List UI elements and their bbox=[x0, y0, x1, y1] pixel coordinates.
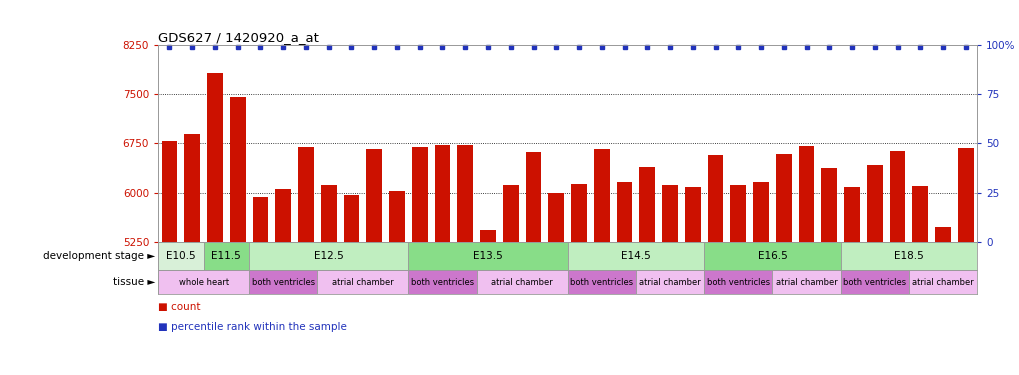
Bar bbox=[204, 242, 249, 270]
Bar bbox=[703, 242, 840, 270]
Bar bbox=[502, 185, 519, 242]
Bar bbox=[684, 187, 700, 242]
Bar bbox=[457, 146, 473, 242]
Bar bbox=[366, 149, 382, 242]
Text: both ventricles: both ventricles bbox=[411, 278, 474, 286]
Bar bbox=[908, 270, 976, 294]
Bar bbox=[635, 270, 703, 294]
Bar bbox=[844, 187, 859, 242]
Text: both ventricles: both ventricles bbox=[843, 278, 906, 286]
Text: atrial chamber: atrial chamber bbox=[331, 278, 393, 286]
Text: atrial chamber: atrial chamber bbox=[774, 278, 837, 286]
Bar bbox=[207, 73, 223, 242]
Bar bbox=[253, 196, 268, 242]
Bar bbox=[548, 194, 564, 242]
Bar bbox=[476, 270, 567, 294]
Bar bbox=[840, 242, 976, 270]
Bar bbox=[571, 184, 586, 242]
Bar bbox=[771, 270, 840, 294]
Text: both ventricles: both ventricles bbox=[570, 278, 633, 286]
Bar bbox=[525, 152, 541, 242]
Bar bbox=[934, 227, 950, 242]
Bar bbox=[615, 182, 632, 242]
Bar bbox=[317, 270, 408, 294]
Bar bbox=[412, 147, 427, 242]
Bar bbox=[639, 167, 654, 242]
Text: development stage ►: development stage ► bbox=[43, 251, 155, 261]
Bar bbox=[840, 270, 908, 294]
Bar bbox=[661, 185, 678, 242]
Text: E13.5: E13.5 bbox=[473, 251, 502, 261]
Bar bbox=[408, 270, 476, 294]
Text: atrial chamber: atrial chamber bbox=[911, 278, 973, 286]
Bar bbox=[161, 141, 177, 242]
Bar bbox=[388, 191, 405, 242]
Bar bbox=[567, 242, 703, 270]
Bar bbox=[703, 270, 771, 294]
Bar bbox=[889, 151, 905, 242]
Text: tissue ►: tissue ► bbox=[112, 277, 155, 287]
Bar bbox=[957, 148, 973, 242]
Bar bbox=[229, 97, 246, 242]
Bar bbox=[158, 270, 249, 294]
Text: atrial chamber: atrial chamber bbox=[491, 278, 552, 286]
Bar bbox=[752, 182, 768, 242]
Bar bbox=[567, 270, 635, 294]
Bar bbox=[158, 242, 204, 270]
Bar bbox=[249, 270, 317, 294]
Bar bbox=[408, 242, 567, 270]
Text: both ventricles: both ventricles bbox=[252, 278, 315, 286]
Bar bbox=[820, 168, 837, 242]
Text: E12.5: E12.5 bbox=[314, 251, 343, 261]
Text: GDS627 / 1420920_a_at: GDS627 / 1420920_a_at bbox=[158, 31, 319, 44]
Text: ■ count: ■ count bbox=[158, 302, 201, 312]
Bar bbox=[320, 185, 336, 242]
Text: atrial chamber: atrial chamber bbox=[639, 278, 700, 286]
Bar bbox=[343, 195, 359, 242]
Bar bbox=[298, 147, 314, 242]
Bar bbox=[480, 230, 495, 242]
Text: E14.5: E14.5 bbox=[621, 251, 650, 261]
Text: E10.5: E10.5 bbox=[166, 251, 196, 261]
Bar bbox=[866, 165, 881, 242]
Bar bbox=[184, 134, 200, 242]
Bar bbox=[730, 185, 746, 242]
Bar bbox=[593, 149, 609, 242]
Bar bbox=[775, 154, 791, 242]
Bar bbox=[249, 242, 408, 270]
Bar bbox=[275, 189, 290, 242]
Text: E16.5: E16.5 bbox=[757, 251, 787, 261]
Text: ■ percentile rank within the sample: ■ percentile rank within the sample bbox=[158, 322, 346, 333]
Text: both ventricles: both ventricles bbox=[706, 278, 769, 286]
Bar bbox=[434, 145, 450, 242]
Text: whole heart: whole heart bbox=[178, 278, 228, 286]
Text: E18.5: E18.5 bbox=[893, 251, 923, 261]
Bar bbox=[798, 146, 814, 242]
Bar bbox=[707, 154, 722, 242]
Text: E11.5: E11.5 bbox=[211, 251, 242, 261]
Bar bbox=[911, 186, 927, 242]
